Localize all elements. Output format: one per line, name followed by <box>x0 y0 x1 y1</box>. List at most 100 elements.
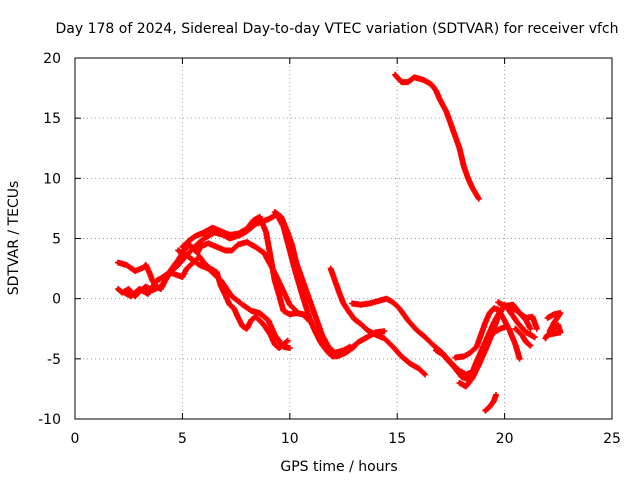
data-point <box>279 285 283 289</box>
data-point <box>202 230 206 235</box>
data-point <box>294 261 298 265</box>
data-point <box>288 303 292 307</box>
series-s8 <box>327 265 429 378</box>
data-point <box>341 301 346 306</box>
data-point <box>535 327 539 331</box>
data-point <box>524 340 528 344</box>
data-point <box>518 311 522 315</box>
data-point <box>352 317 356 321</box>
data-point <box>393 73 397 77</box>
data-point <box>258 318 262 322</box>
data-point <box>397 306 401 310</box>
data-point <box>399 80 404 84</box>
data-point <box>286 339 290 343</box>
data-point <box>268 254 273 259</box>
data-point <box>185 253 189 257</box>
data-point <box>146 292 150 296</box>
data-point <box>490 333 494 337</box>
plot-frame <box>74 57 613 420</box>
data-point <box>326 345 331 349</box>
data-point <box>543 336 548 340</box>
x-tick-label: 10 <box>281 431 299 447</box>
data-point <box>391 300 395 304</box>
data-point <box>365 335 369 339</box>
data-point <box>513 327 517 331</box>
data-point <box>457 146 462 150</box>
data-point <box>406 80 410 84</box>
series-s16 <box>482 391 499 414</box>
data-point <box>206 267 210 271</box>
data-point <box>453 366 457 371</box>
data-point <box>457 381 462 385</box>
data-point <box>447 359 451 363</box>
series-s4 <box>179 213 358 360</box>
y-tick-label: -5 <box>47 352 61 368</box>
data-point <box>333 279 337 283</box>
data-point <box>129 294 133 298</box>
data-point <box>558 330 563 334</box>
data-point <box>509 311 513 315</box>
data-point <box>144 263 148 267</box>
gridlines <box>75 58 612 419</box>
data-point <box>412 75 416 79</box>
data-point <box>350 301 354 306</box>
data-point <box>408 362 412 366</box>
series-s5 <box>175 247 293 351</box>
data-point <box>488 405 492 409</box>
data-point <box>253 222 257 226</box>
data-point <box>230 294 234 298</box>
y-tick-label: -10 <box>38 412 61 428</box>
series-s7 <box>271 209 353 356</box>
data-point <box>305 313 309 318</box>
data-point <box>374 333 378 337</box>
data-point <box>483 409 487 413</box>
data-point <box>298 273 303 277</box>
data-point <box>133 269 137 273</box>
data-point <box>494 393 498 397</box>
data-point <box>365 328 369 332</box>
data-point <box>142 265 146 269</box>
series-markers <box>327 265 429 378</box>
data-point <box>232 306 236 310</box>
data-point <box>530 315 535 319</box>
data-point <box>288 346 292 350</box>
data-point <box>273 342 277 346</box>
data-point <box>352 345 356 349</box>
data-point <box>195 251 199 255</box>
data-point <box>503 304 507 308</box>
data-point <box>125 263 129 267</box>
data-point <box>236 316 240 320</box>
data-point <box>264 230 268 235</box>
data-point <box>445 110 449 114</box>
axis-ticks: 0 5 10 15 20 25 -10 -5 0 5 10 15 20 <box>38 51 621 447</box>
data-point <box>249 318 253 322</box>
data-point <box>552 327 556 331</box>
data-point <box>191 258 195 262</box>
data-point <box>266 318 270 322</box>
data-point <box>528 344 533 348</box>
data-point <box>144 285 148 289</box>
series-s11 <box>456 301 538 390</box>
data-point <box>251 218 255 222</box>
data-point <box>219 229 223 233</box>
y-tick-label: 5 <box>52 232 61 248</box>
data-point <box>198 254 202 259</box>
series-s15 <box>542 310 564 342</box>
data-point <box>176 263 180 267</box>
data-point <box>206 241 210 245</box>
x-tick-label: 15 <box>388 431 406 447</box>
data-point <box>423 372 427 377</box>
data-point <box>468 351 472 355</box>
data-point <box>159 285 163 289</box>
data-point <box>148 273 152 277</box>
data-point <box>258 311 262 315</box>
y-tick-label: 10 <box>43 171 61 187</box>
data-point <box>384 297 389 301</box>
data-point <box>548 329 552 333</box>
data-point <box>223 248 227 253</box>
data-point <box>466 176 470 180</box>
data-point <box>240 303 245 307</box>
data-point <box>434 88 438 93</box>
data-point <box>376 299 380 303</box>
data-point <box>245 240 249 244</box>
